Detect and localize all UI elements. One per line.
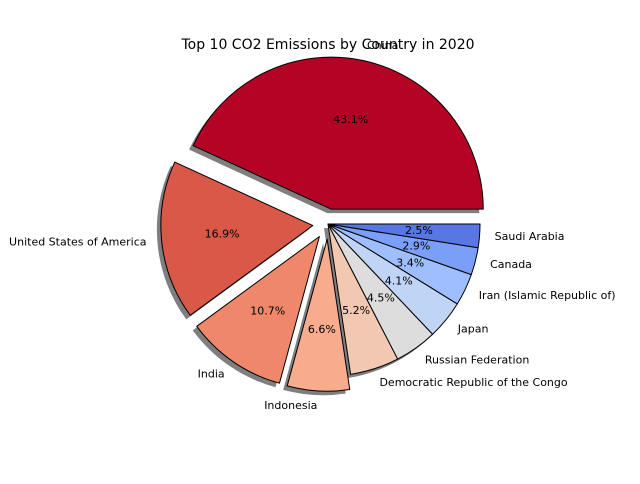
pct-label-united-states-of-america: 16.9% — [205, 228, 240, 241]
pct-label-japan: 4.1% — [385, 275, 413, 288]
slice-china — [192, 56, 484, 210]
slice-india — [196, 236, 320, 384]
pct-label-saudi-arabia: 2.5% — [405, 224, 433, 237]
slice-united-states-of-america — [160, 161, 314, 316]
pct-label-canada: 2.9% — [402, 239, 430, 252]
slice-label-indonesia: Indonesia — [264, 399, 317, 412]
slice-indonesia — [286, 238, 351, 392]
pct-label-india: 10.7% — [250, 305, 285, 318]
pct-label-china: 43.1% — [333, 113, 368, 126]
slice-layer — [160, 56, 484, 392]
slice-label-united-states-of-america: United States of America — [9, 235, 146, 248]
slice-label-canada: Canada — [490, 258, 532, 271]
pct-label-russian-federation: 4.5% — [367, 291, 395, 304]
slice-label-china: China — [367, 39, 398, 52]
pct-label-democratic-republic-of-the-congo: 5.2% — [342, 304, 370, 317]
slice-label-democratic-republic-of-the-congo: Democratic Republic of the Congo — [379, 376, 567, 389]
pct-label-indonesia: 6.6% — [308, 323, 336, 336]
slice-label-russian-federation: Russian Federation — [425, 353, 529, 366]
slice-saudi-arabia — [327, 223, 481, 249]
slice-label-saudi-arabia: Saudi Arabia — [495, 230, 565, 243]
slice-label-iran-islamic-republic-of: Iran (Islamic Republic of) — [479, 289, 616, 302]
slice-label-japan: Japan — [457, 322, 489, 335]
label-layer: China 43.1% United States of America 16.9% I… — [9, 39, 616, 412]
slice-label-india: India — [198, 367, 225, 380]
pct-label-iran-islamic-republic-of: 3.4% — [396, 256, 424, 269]
chart-title: Top 10 CO2 Emissions by Country in 2020 — [180, 37, 474, 53]
